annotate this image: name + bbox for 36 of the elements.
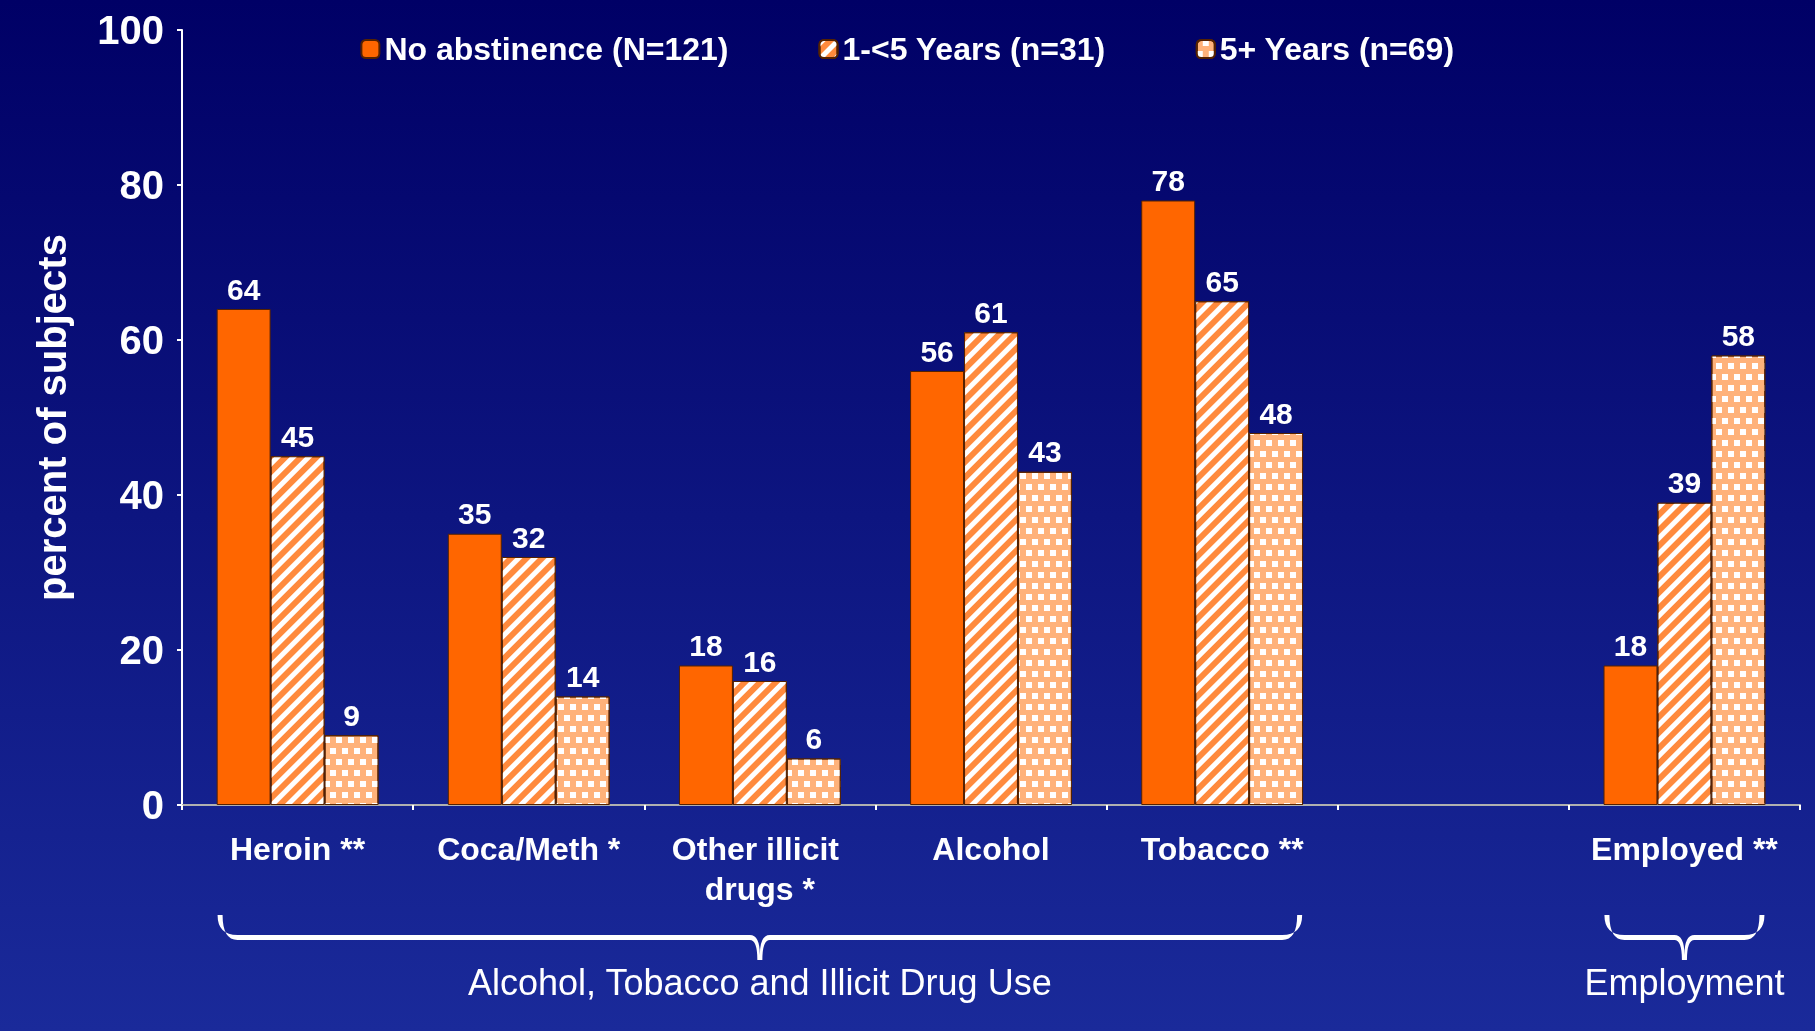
data-label: 32 [512,520,546,554]
data-label: 35 [458,497,492,531]
y-tick-label: 40 [119,473,164,517]
y-tick-label: 60 [119,318,164,362]
data-label: 48 [1259,396,1293,430]
data-label: 6 [805,722,823,755]
data-label: 14 [565,660,600,693]
data-label: 78 [1151,164,1185,197]
x-tick-label: Coca/Meth * [437,831,621,867]
x-tick-label: Alcohol [932,831,1050,867]
x-tick-label: Other illicit drugs * [671,831,848,907]
data-label: 39 [1667,466,1702,500]
y-tick-label: 100 [97,8,164,52]
y-tick-label: 80 [119,163,164,207]
x-tick-label: Employed ** [1591,831,1779,867]
data-label: 61 [974,295,1008,329]
text: Alcohol, Tobacco and Illicit Drug Use [468,962,1052,1003]
data-label: 45 [280,419,315,453]
data-label: 65 [1205,264,1239,298]
legend-label: 5+ Years (n=69) [1219,31,1455,67]
x-tick-label: Tobacco ** [1140,831,1305,867]
x-tick-label: Heroin ** [230,831,366,867]
data-label: 43 [1028,435,1062,469]
data-label: 16 [743,644,777,678]
y-tick-label: 20 [119,628,164,672]
y-axis-title: percent of subjects [30,234,74,601]
legend-label: 1-<5 Years (n=31) [842,31,1106,67]
text: Employment [1584,962,1785,1003]
data-label: 18 [1613,629,1648,662]
y-tick-label: 0 [141,783,164,827]
data-label: 56 [920,334,954,368]
data-label: 58 [1721,319,1756,352]
data-label: 64 [226,272,261,306]
legend-label: No abstinence (N=121) [384,31,729,67]
data-label: 18 [689,629,723,662]
data-label: 9 [343,698,360,732]
